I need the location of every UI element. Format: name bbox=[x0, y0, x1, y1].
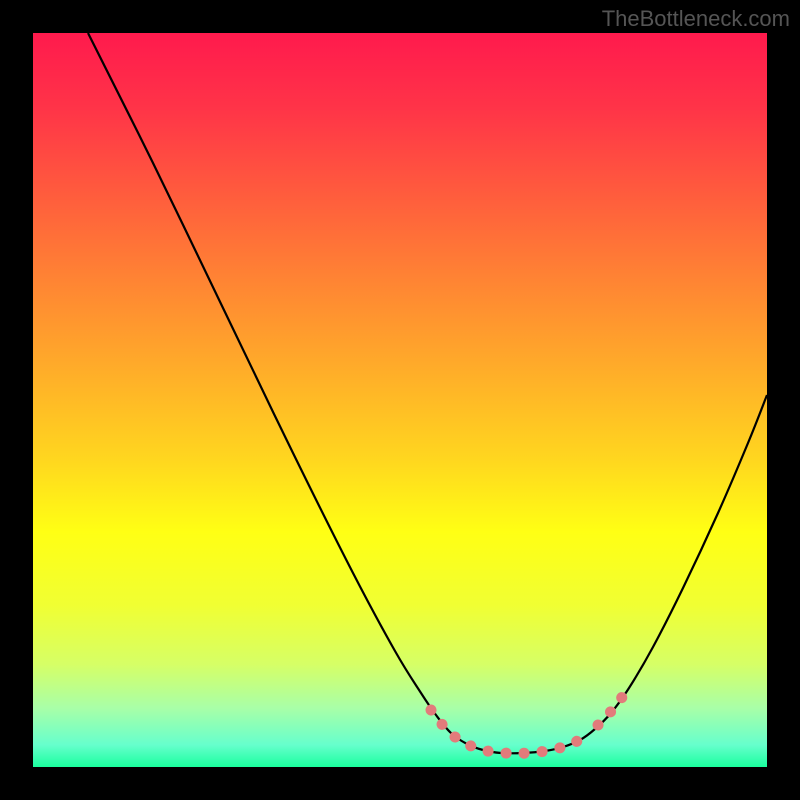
bottleneck-curve bbox=[88, 33, 767, 753]
highlight-group bbox=[431, 689, 628, 753]
highlight-segment bbox=[598, 689, 628, 725]
watermark-text: TheBottleneck.com bbox=[602, 6, 790, 32]
curve-layer bbox=[33, 33, 767, 767]
chart-container: TheBottleneck.com bbox=[0, 0, 800, 800]
plot-area bbox=[33, 33, 767, 767]
highlight-segment bbox=[431, 710, 588, 753]
